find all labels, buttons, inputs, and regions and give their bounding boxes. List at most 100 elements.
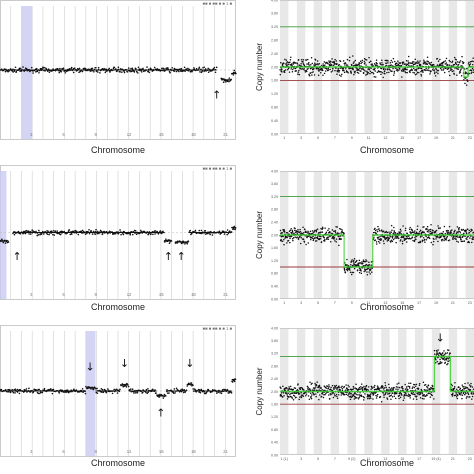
data-point: [37, 392, 40, 395]
data-point: [25, 229, 28, 232]
data-point: [382, 388, 385, 390]
data-point: [328, 227, 330, 230]
data-point: [461, 55, 463, 58]
data-point: [471, 393, 473, 395]
data-point: [281, 68, 283, 70]
data-point: [329, 240, 332, 243]
data-point: [445, 62, 448, 64]
data-point: [302, 395, 305, 397]
data-point: [331, 384, 334, 387]
data-point: [471, 67, 474, 70]
data-point: [400, 230, 402, 232]
data-point: [63, 391, 65, 393]
data-point: [347, 389, 350, 391]
data-point: [466, 395, 468, 398]
data-point: [400, 239, 402, 241]
data-point: [407, 389, 409, 391]
data-point: [383, 396, 385, 398]
data-point: [449, 352, 451, 355]
data-point: [363, 69, 365, 71]
highlight-region: [0, 171, 7, 299]
data-point: [318, 389, 320, 391]
data-point: [370, 397, 372, 399]
data-point: [323, 394, 325, 396]
data-point: [412, 398, 415, 400]
data-point: [407, 60, 409, 62]
data-point: [326, 385, 329, 387]
data-point: [121, 71, 123, 73]
data-point: [113, 388, 115, 391]
x-tick-label: 19 (4): [431, 457, 440, 461]
data-point: [458, 61, 461, 64]
data-point: [383, 70, 386, 72]
data-point: [43, 389, 46, 391]
y-tick-label: 2.00: [271, 233, 278, 237]
data-point: [285, 231, 288, 234]
data-point: [303, 389, 305, 391]
data-point: [389, 388, 392, 390]
data-point: [452, 235, 455, 238]
y-tick-label: 3.20: [271, 25, 278, 29]
data-point: [352, 68, 354, 71]
data-point: [228, 77, 231, 79]
data-point: [72, 71, 75, 74]
data-point: [470, 69, 473, 72]
data-point: [433, 353, 436, 355]
data-point: [280, 238, 282, 241]
y-tick-label: 0.80: [271, 272, 278, 276]
x-axis-label: Chromosome: [91, 302, 145, 312]
data-point: [366, 260, 368, 262]
data-point: [427, 60, 429, 63]
data-point: [146, 66, 148, 68]
data-point: [439, 227, 441, 229]
data-point: [332, 67, 334, 70]
chromosome-tick: 3: [30, 132, 33, 137]
data-point: [443, 359, 446, 361]
data-point: [378, 229, 381, 232]
data-point: [91, 233, 94, 235]
data-point: [441, 240, 443, 242]
data-point: [325, 231, 328, 234]
data-point: [12, 71, 14, 73]
data-point: [153, 66, 156, 69]
data-point: [386, 240, 389, 242]
data-point: [327, 238, 330, 240]
data-point: [234, 228, 236, 231]
data-point: [368, 261, 370, 264]
data-point: [88, 228, 90, 231]
data-point: [328, 60, 330, 62]
data-point: [193, 67, 195, 69]
data-point: [445, 237, 448, 239]
data-point: [113, 233, 116, 235]
data-point: [281, 71, 283, 73]
data-point: [343, 268, 346, 271]
data-point: [292, 68, 294, 71]
data-point: [424, 69, 427, 72]
data-point: [431, 394, 433, 397]
x-tick-label: 21: [451, 457, 455, 461]
data-point: [411, 392, 413, 395]
data-point: [427, 229, 430, 231]
data-point: [423, 394, 426, 396]
data-point: [346, 269, 349, 272]
data-point: [100, 230, 103, 233]
data-point: [154, 233, 156, 235]
data-point: [450, 383, 453, 386]
data-point: [330, 393, 332, 396]
data-point: [362, 264, 365, 267]
data-point: [386, 236, 389, 239]
data-point: [296, 388, 299, 391]
data-point: [329, 62, 332, 64]
data-point: [358, 388, 361, 390]
data-point: [461, 394, 464, 396]
data-point: [470, 241, 473, 244]
data-point: [333, 60, 335, 63]
data-point: [199, 391, 202, 394]
data-point: [299, 396, 301, 398]
x-tick-label: 7: [334, 301, 336, 305]
data-point: [22, 66, 24, 68]
data-point: [146, 392, 149, 395]
data-point: [333, 230, 335, 233]
data-point: [440, 354, 443, 357]
data-point: [311, 382, 313, 385]
